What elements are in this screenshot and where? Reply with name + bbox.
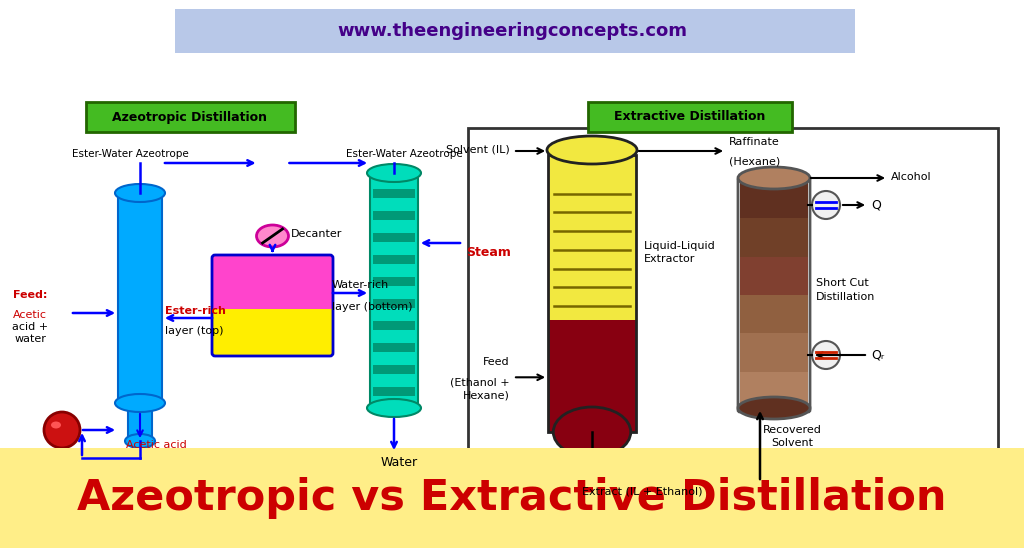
Bar bbox=[373, 387, 415, 396]
FancyBboxPatch shape bbox=[212, 303, 333, 356]
Circle shape bbox=[812, 191, 840, 219]
FancyBboxPatch shape bbox=[588, 102, 792, 132]
Text: Acetic: Acetic bbox=[13, 310, 47, 320]
Text: Ester-Water Azeotrope: Ester-Water Azeotrope bbox=[346, 149, 463, 159]
Text: water: water bbox=[14, 334, 46, 344]
Bar bbox=[373, 277, 415, 286]
Bar bbox=[373, 299, 415, 308]
FancyBboxPatch shape bbox=[740, 256, 808, 295]
Text: Decanter: Decanter bbox=[291, 229, 342, 239]
Text: acid +: acid + bbox=[12, 322, 48, 332]
Text: Azeotropic vs Extractive Distillation: Azeotropic vs Extractive Distillation bbox=[77, 477, 947, 519]
Ellipse shape bbox=[115, 394, 165, 412]
Text: Extract (IL + Ethanol): Extract (IL + Ethanol) bbox=[582, 486, 702, 496]
Bar bbox=[373, 233, 415, 242]
Text: (Hexane): (Hexane) bbox=[729, 157, 780, 167]
FancyBboxPatch shape bbox=[118, 193, 162, 403]
Ellipse shape bbox=[367, 164, 421, 182]
Bar bbox=[373, 189, 415, 198]
Text: Raffinate: Raffinate bbox=[729, 137, 779, 147]
Ellipse shape bbox=[256, 225, 289, 247]
Ellipse shape bbox=[367, 399, 421, 417]
FancyBboxPatch shape bbox=[86, 102, 295, 132]
FancyBboxPatch shape bbox=[740, 218, 808, 256]
Bar bbox=[373, 255, 415, 264]
Ellipse shape bbox=[125, 434, 155, 448]
Ellipse shape bbox=[547, 136, 637, 164]
Bar bbox=[373, 211, 415, 220]
Text: Acetic acid: Acetic acid bbox=[126, 440, 186, 450]
Text: (Ethanol +: (Ethanol + bbox=[451, 378, 510, 387]
Ellipse shape bbox=[51, 421, 61, 429]
Text: Distillation: Distillation bbox=[816, 292, 876, 301]
Text: Steam: Steam bbox=[466, 246, 511, 259]
Bar bbox=[373, 343, 415, 352]
FancyBboxPatch shape bbox=[0, 448, 1024, 548]
Bar bbox=[373, 365, 415, 374]
Text: Q: Q bbox=[871, 198, 881, 212]
FancyBboxPatch shape bbox=[370, 173, 418, 408]
Text: Water-rich: Water-rich bbox=[332, 280, 389, 290]
Text: Ester-Water Azeotrope: Ester-Water Azeotrope bbox=[72, 149, 188, 159]
Ellipse shape bbox=[115, 184, 165, 202]
Text: Hexane): Hexane) bbox=[463, 390, 510, 400]
Circle shape bbox=[44, 412, 80, 448]
Text: www.theengineeringconcepts.com: www.theengineeringconcepts.com bbox=[337, 22, 687, 40]
Text: Qᵣ: Qᵣ bbox=[871, 349, 884, 362]
Text: Recovered: Recovered bbox=[763, 425, 821, 435]
FancyBboxPatch shape bbox=[740, 294, 808, 333]
Text: layer (top): layer (top) bbox=[165, 326, 223, 336]
FancyBboxPatch shape bbox=[740, 179, 808, 218]
Circle shape bbox=[812, 341, 840, 369]
Text: Feed:: Feed: bbox=[13, 290, 47, 300]
Bar bbox=[373, 321, 415, 330]
FancyBboxPatch shape bbox=[212, 256, 333, 309]
Text: Feed: Feed bbox=[483, 357, 510, 367]
Text: Short Cut: Short Cut bbox=[816, 278, 868, 288]
Text: Ester-rich: Ester-rich bbox=[165, 306, 226, 316]
Text: Azeotropic Distillation: Azeotropic Distillation bbox=[113, 111, 267, 123]
FancyBboxPatch shape bbox=[740, 332, 808, 372]
FancyBboxPatch shape bbox=[548, 155, 636, 320]
Text: Solvent: Solvent bbox=[771, 438, 813, 448]
FancyBboxPatch shape bbox=[740, 370, 808, 410]
Text: Extractor: Extractor bbox=[644, 254, 695, 264]
FancyBboxPatch shape bbox=[175, 9, 855, 53]
Text: layer (bottom): layer (bottom) bbox=[332, 302, 413, 312]
Text: Liquid-Liquid: Liquid-Liquid bbox=[644, 241, 716, 251]
Text: Alcohol: Alcohol bbox=[891, 172, 932, 182]
Ellipse shape bbox=[738, 397, 810, 419]
Text: Extractive Distillation: Extractive Distillation bbox=[614, 111, 766, 123]
Ellipse shape bbox=[738, 167, 810, 189]
FancyBboxPatch shape bbox=[548, 320, 636, 432]
FancyBboxPatch shape bbox=[128, 401, 152, 441]
Text: Solvent (IL): Solvent (IL) bbox=[446, 145, 510, 155]
Ellipse shape bbox=[553, 407, 631, 457]
Text: Water: Water bbox=[381, 456, 418, 469]
